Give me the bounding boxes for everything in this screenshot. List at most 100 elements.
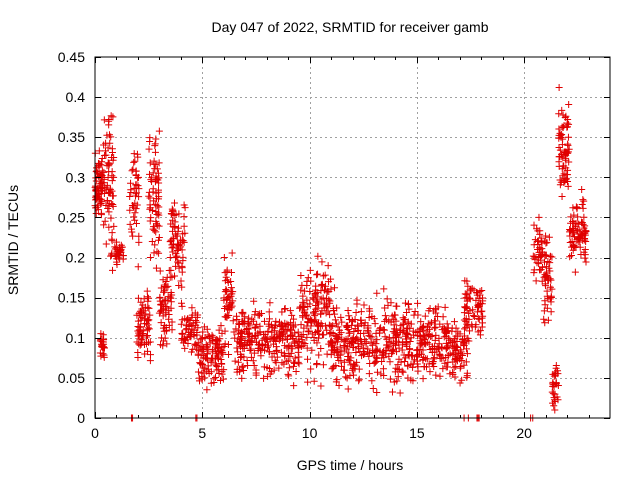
data-point [303,322,311,330]
data-point [234,348,242,356]
data-point [391,329,399,337]
data-point [266,315,273,323]
data-point [177,277,185,285]
data-point [131,209,139,217]
data-point [578,201,586,209]
data-point [151,165,159,173]
data-point [281,304,289,312]
data-point [547,292,555,300]
data-point [129,203,137,211]
data-point [166,238,174,246]
data-point [159,276,167,284]
data-point [151,200,159,208]
data-point [427,333,435,341]
data-point [549,380,557,388]
data-point [162,302,170,310]
data-point [103,131,111,139]
data-point [543,263,551,271]
data-point [162,278,170,286]
data-point [135,232,143,240]
data-point [442,353,450,361]
data-point [389,334,397,342]
data-point [576,238,584,246]
data-point [337,329,345,337]
data-point [157,341,165,349]
data-point [260,374,268,382]
data-point [564,133,572,141]
data-point [461,277,469,285]
y-tick-label: 0.15 [58,290,85,306]
data-point [153,211,161,219]
data-point [152,172,160,180]
data-point [178,283,186,291]
data-point [399,368,407,376]
data-point [260,346,268,354]
data-point [413,360,421,368]
data-point [238,374,246,382]
data-point [285,364,293,372]
data-point [389,328,397,336]
data-point [109,113,117,121]
data-point [92,195,100,203]
x-tick-label: 10 [302,425,318,441]
data-point [199,328,207,336]
data-point [215,326,223,334]
data-point [92,209,100,217]
data-point [542,232,550,240]
data-point [579,196,587,204]
data-point [237,328,245,336]
data-point [236,336,244,344]
data-point [138,338,146,346]
data-point [205,333,213,340]
data-point [196,359,204,367]
data-point [540,251,548,259]
data-point [369,347,377,355]
data-point [546,259,554,267]
data-point [441,359,449,367]
data-point [421,338,429,346]
data-point [150,160,158,168]
data-point [323,302,331,310]
data-point [338,362,346,370]
data-point [135,193,143,201]
data-point [174,258,182,266]
data-point [571,268,579,276]
data-point [95,147,103,155]
data-point [181,229,189,237]
data-point [582,227,590,235]
data-point [392,364,400,372]
data-point [188,304,196,312]
data-point [341,343,349,351]
data-point [241,313,249,321]
data-point [317,310,325,318]
data-point [234,358,242,366]
data-point [244,333,252,341]
data-point [155,211,163,219]
data-point [146,138,154,146]
data-point [368,312,376,320]
data-point [463,372,471,380]
data-point [145,145,153,153]
data-point [163,340,171,348]
data-point [454,354,462,362]
data-point [131,199,139,207]
data-point [550,394,558,402]
data-point [427,319,435,327]
data-point [101,217,109,225]
data-point [462,358,470,366]
data-point [399,328,407,336]
data-point [564,140,572,148]
data-point [463,350,471,358]
data-point [308,319,316,327]
data-point [357,308,365,316]
data-point [373,389,381,397]
data-point [358,320,366,328]
data-point [473,288,481,296]
data-point [340,358,348,366]
data-point [449,338,457,346]
data-point [196,360,204,368]
data-point [290,315,298,323]
data-point [197,335,205,343]
data-point [301,339,309,347]
data-point [424,320,432,328]
